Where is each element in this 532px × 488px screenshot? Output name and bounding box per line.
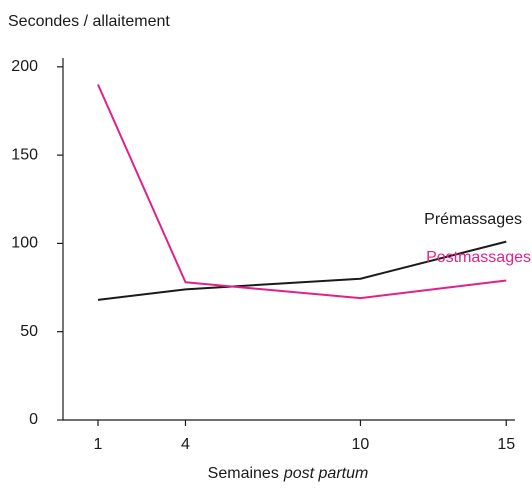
series-line [97,84,507,300]
y-tick-label: 50 [20,323,38,340]
series-label: Prémassages [424,211,522,228]
x-tick-label: 10 [352,436,370,453]
chart-title: Secondes / allaitement [8,13,170,30]
x-tick-label: 4 [181,436,190,453]
y-tick-label: 0 [29,411,38,428]
y-tick-label: 200 [11,58,38,75]
series-line [97,240,507,301]
series-label: Postmassages [426,249,531,266]
x-axis-label: Semaines post partum [208,465,369,482]
x-label-italic: post partum [283,465,368,482]
x-tick-label: 1 [94,436,103,453]
x-label-main: Semaines [208,465,279,482]
x-tick-label: 15 [497,436,515,453]
y-tick-label: 150 [11,146,38,163]
y-tick-label: 100 [11,235,38,252]
